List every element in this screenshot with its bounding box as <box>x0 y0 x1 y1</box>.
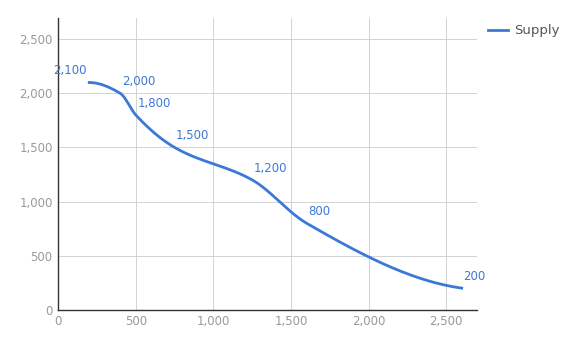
Supply <box>288 209 294 214</box>
Text: 2,100: 2,100 <box>52 64 86 77</box>
Supply <box>265 189 272 194</box>
Text: 1,200: 1,200 <box>254 162 288 175</box>
Supply <box>86 80 93 84</box>
Supply <box>449 284 456 289</box>
Legend: Supply: Supply <box>488 24 560 37</box>
Text: 800: 800 <box>308 205 330 218</box>
Text: 200: 200 <box>463 270 485 283</box>
Text: 1,500: 1,500 <box>176 129 210 142</box>
Text: 2,000: 2,000 <box>122 75 155 88</box>
Supply <box>458 286 465 290</box>
Line: Supply: Supply <box>89 82 462 288</box>
Text: 1,800: 1,800 <box>137 96 171 109</box>
Supply <box>391 266 398 271</box>
Supply <box>307 224 314 228</box>
Supply <box>262 188 269 192</box>
